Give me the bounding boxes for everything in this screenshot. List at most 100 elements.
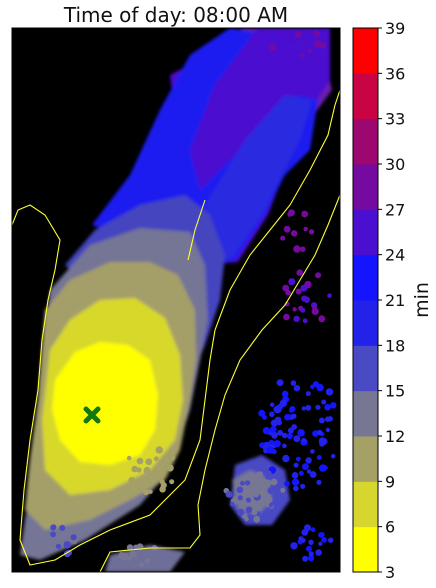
scatter-dot-36 bbox=[290, 380, 297, 386]
colorbar-tick-label-12: 39 bbox=[385, 19, 405, 38]
coastline-west bbox=[12, 89, 340, 566]
scatter-dot-159 bbox=[303, 226, 309, 232]
scatter-dot-123 bbox=[280, 487, 286, 493]
scatter-dot-144 bbox=[283, 313, 290, 321]
scatter-dot-129 bbox=[236, 486, 244, 494]
scatter-dot-216 bbox=[299, 39, 307, 47]
scatter-dot-220 bbox=[155, 446, 163, 454]
scatter-dot-215 bbox=[316, 41, 323, 48]
scatter-dot-157 bbox=[300, 246, 306, 252]
scatter-dot-41 bbox=[281, 390, 289, 398]
scatter-dot-47 bbox=[269, 426, 277, 433]
scatter-dot-207 bbox=[269, 46, 275, 51]
scatter-dot-37 bbox=[330, 453, 336, 459]
scatter-dot-88 bbox=[284, 413, 291, 421]
scatter-dot-17 bbox=[295, 456, 301, 462]
scatter-dot-140 bbox=[302, 318, 308, 324]
scatter-dot-142 bbox=[296, 269, 304, 277]
scatter-dot-74 bbox=[262, 445, 267, 450]
colorbar-tick-label-4: 15 bbox=[385, 382, 405, 401]
scatter-dot-6 bbox=[316, 455, 322, 460]
scatter-dot-169 bbox=[310, 527, 316, 533]
scatter-dot-226 bbox=[160, 483, 166, 489]
scatter-dot-201 bbox=[283, 43, 289, 50]
colorbar-band-9 bbox=[353, 118, 378, 165]
scatter-dot-54 bbox=[305, 404, 312, 411]
scatter-dot-116 bbox=[244, 516, 249, 522]
colorbar-tick-label-3: 12 bbox=[385, 427, 405, 446]
colorbar-tick-label-8: 27 bbox=[385, 200, 405, 219]
scatter-dot-165 bbox=[288, 209, 295, 217]
scatter-dot-163 bbox=[301, 210, 309, 218]
scatter-dot-184 bbox=[300, 537, 306, 543]
scatter-dot-185 bbox=[139, 562, 145, 568]
scatter-dot-102 bbox=[249, 478, 256, 484]
scatter-dot-149 bbox=[318, 315, 326, 323]
colorbar-band-11 bbox=[353, 28, 378, 74]
colorbar-tick-label-7: 24 bbox=[385, 246, 405, 265]
scatter-dot-235 bbox=[145, 458, 153, 466]
scatter-dot-34 bbox=[271, 431, 278, 439]
scatter-dot-241 bbox=[126, 455, 132, 461]
scatter-dot-132 bbox=[233, 495, 238, 501]
scatter-dot-183 bbox=[308, 551, 314, 557]
scatter-dot-43 bbox=[262, 427, 271, 435]
travel-time-regions bbox=[20, 28, 332, 572]
scatter-dot-45 bbox=[286, 432, 293, 440]
scatter-dot-68 bbox=[291, 472, 299, 479]
scatter-dot-112 bbox=[253, 515, 261, 523]
scatter-dot-13 bbox=[310, 449, 315, 454]
scatter-dot-106 bbox=[245, 506, 253, 513]
scatter-dot-90 bbox=[266, 496, 273, 503]
scatter-dot-249 bbox=[50, 531, 56, 538]
scatter-dot-126 bbox=[253, 492, 259, 498]
colorbar-band-0 bbox=[353, 526, 378, 573]
scatter-dot-193 bbox=[126, 556, 132, 562]
scatter-dot-164 bbox=[293, 245, 301, 253]
scatter-dot-77 bbox=[310, 384, 315, 390]
scatter-dot-49 bbox=[289, 407, 294, 413]
scatter-dot-233 bbox=[131, 465, 138, 473]
scatter-dot-194 bbox=[122, 553, 128, 559]
scatter-dot-11 bbox=[300, 483, 306, 489]
scatter-dot-255 bbox=[63, 541, 71, 549]
scatter-dot-143 bbox=[282, 284, 290, 292]
scatter-dot-84 bbox=[297, 429, 305, 437]
scatter-dot-189 bbox=[133, 544, 139, 551]
scatter-dot-240 bbox=[143, 466, 151, 474]
scatter-dot-232 bbox=[169, 455, 175, 461]
scatter-dot-192 bbox=[119, 552, 124, 557]
scatter-dot-152 bbox=[301, 295, 308, 302]
colorbar-tick-label-2: 9 bbox=[385, 472, 395, 491]
scatter-dot-10 bbox=[282, 454, 290, 463]
scatter-dot-56 bbox=[277, 429, 284, 436]
scatter-dot-15 bbox=[318, 417, 325, 424]
coastline-inner bbox=[187, 199, 206, 261]
scatter-dot-236 bbox=[159, 479, 165, 485]
scatter-dot-57 bbox=[293, 435, 301, 443]
plot-frame bbox=[11, 27, 341, 573]
scatter-dot-134 bbox=[259, 500, 266, 507]
scatter-dot-18 bbox=[291, 478, 300, 486]
scatter-dot-242 bbox=[55, 543, 62, 549]
colorbar-tick-label-0: 3 bbox=[385, 563, 395, 582]
scatter-dot-28 bbox=[301, 437, 306, 443]
colorbar-tick-label-6: 21 bbox=[385, 291, 405, 310]
scatter-dot-214 bbox=[270, 38, 277, 46]
scatter-dot-76 bbox=[318, 437, 327, 446]
chart-title: Time of day: 08:00 AM bbox=[63, 3, 289, 27]
scatter-dot-254 bbox=[59, 524, 66, 531]
colorbar-tick-label-11: 36 bbox=[385, 64, 405, 83]
scatter-dot-96 bbox=[237, 495, 243, 501]
scatter-dot-64 bbox=[305, 391, 311, 397]
scatter-dot-138 bbox=[315, 272, 322, 279]
scatter-dot-153 bbox=[311, 307, 319, 315]
scatter-dot-52 bbox=[309, 471, 317, 478]
scatter-dot-130 bbox=[265, 473, 272, 480]
scatter-dot-205 bbox=[313, 30, 321, 37]
scatter-dot-111 bbox=[282, 493, 288, 499]
scatter-dot-108 bbox=[264, 511, 271, 518]
scatter-dot-21 bbox=[302, 463, 309, 471]
scatter-dot-227 bbox=[153, 456, 159, 462]
scatter-dot-27 bbox=[276, 379, 284, 387]
